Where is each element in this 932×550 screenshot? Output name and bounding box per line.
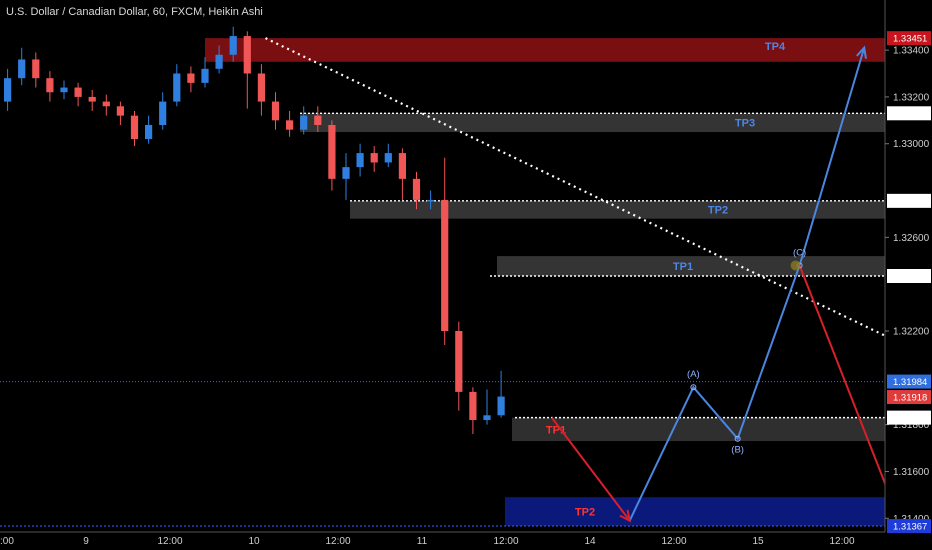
candle-body [483,415,491,420]
y-tick-label: 1.31800 [893,420,930,431]
x-tick-label: 15 [752,536,764,547]
candle-body [271,101,280,121]
candle-body [130,115,139,140]
candle-body [159,101,167,126]
zone-label-tp2: TP2 [575,507,595,519]
trendline [265,37,886,337]
candle-body [243,36,251,74]
price-tag [887,390,931,405]
zone-rect [505,497,885,527]
wave-point [690,384,697,391]
bull-path [628,47,866,522]
candle-body [441,199,449,332]
price-tag [887,193,931,208]
candle-body [229,36,237,55]
price-tag [887,410,931,425]
candle-body [32,59,40,79]
bear-path-leg2 [798,265,901,522]
x-tick-label: 9 [83,536,89,547]
zone-rect [205,38,885,62]
x-tick-label: 12:00 [829,536,854,547]
candle-body [46,78,54,93]
wave-label: (A) [687,369,700,380]
zone-label-tp1: TP1 [546,424,566,436]
y-tick-label: 1.33000 [893,139,930,150]
wave-label: (B) [731,445,744,456]
candle-body [412,178,421,200]
candle-body [215,54,223,69]
price-tag [887,374,931,389]
zone-rect [350,200,885,219]
price-tag-label: 1.33451 [893,34,927,45]
target-marker-icon [790,260,801,271]
candle-body [257,73,265,102]
price-tag [887,106,931,121]
candle-body [18,59,26,79]
price-tag [887,31,931,46]
candle-body [4,78,12,102]
zone-rect [512,417,885,442]
candle-body [88,96,96,102]
x-tick-label: :00 [0,536,14,547]
price-tag-label: 1.31830 [893,413,927,424]
price-tag-label: 1.31984 [893,377,927,388]
price-tag-label: 1.32756 [893,196,927,207]
price-tag-label: 1.33130 [893,109,927,120]
candle-body [60,87,68,93]
price-tag-label: 1.32435 [893,272,927,283]
x-tick-label: 11 [417,536,428,547]
x-tick-label: 12:00 [157,536,182,547]
x-tick-label: 10 [248,536,260,547]
zone-label-tp3: TP3 [735,118,755,130]
candle-body [398,153,406,179]
zone-rect [300,113,885,133]
time-axis [0,532,885,550]
candle-body [74,87,82,97]
zone-rect [497,256,885,276]
candle-body [187,73,195,83]
candle-body [102,101,110,107]
chart-title: U.S. Dollar / Canadian Dollar, 60, FXCM,… [6,6,263,18]
y-tick-label: 1.33200 [893,92,930,103]
wave-point [734,435,741,442]
bull-arrowhead [856,45,867,59]
bear-arrowhead-1 [619,509,632,523]
y-tick-label: 1.31600 [893,467,930,478]
zone-label-tp4: TP4 [765,41,786,53]
candle-body [173,73,181,102]
y-tick-label: 1.32200 [893,327,930,338]
candle-body [145,125,153,140]
bear-path-leg1 [550,417,631,522]
y-tick-label: 1.33400 [893,46,930,57]
x-tick-label: 12:00 [661,536,686,547]
candle-body [455,331,463,392]
price-tag [887,269,931,283]
price-tag-label: 1.31367 [893,522,927,533]
candle-body [286,120,294,130]
candle-body [328,125,336,179]
candle-body [314,115,322,126]
candle-body [116,106,124,116]
zone-label-tp1: TP1 [673,261,693,273]
price-tag-label: 1.31918 [893,393,927,404]
candle-body [201,68,209,83]
zone-label-tp2: TP2 [708,205,728,217]
candle-body [427,199,435,202]
candle-body [384,153,392,163]
candle-body [497,396,505,416]
candle-body [356,153,364,168]
candle-body [300,115,308,130]
x-tick-label: 14 [584,536,596,547]
candle-body [370,153,378,163]
candle-body [342,167,350,179]
x-tick-label: 12:00 [325,536,350,547]
price-tag [887,519,931,534]
y-tick-label: 1.32600 [893,233,930,244]
candle-body [469,391,477,420]
wave-label: (C) [793,247,806,258]
x-tick-label: 12:00 [493,536,518,547]
